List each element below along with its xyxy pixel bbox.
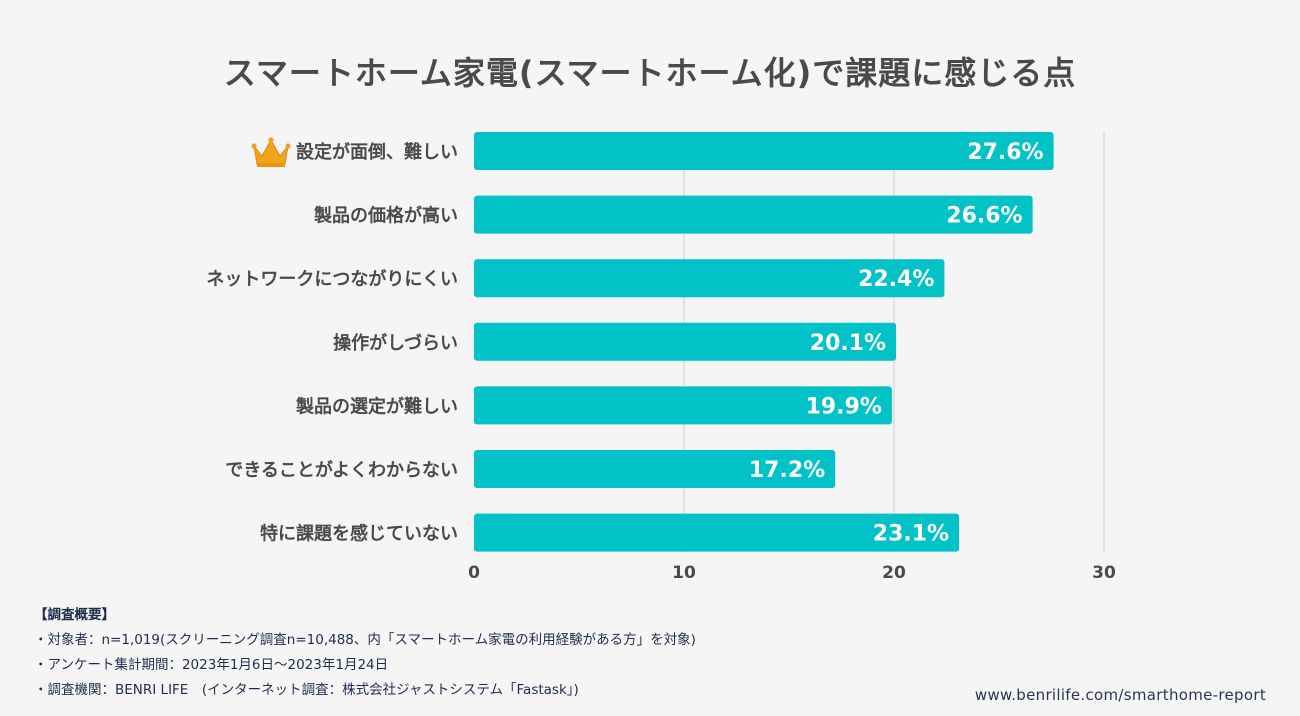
- value-label: 23.1%: [873, 522, 949, 547]
- category-label: 設定が面倒、難しい: [296, 141, 458, 163]
- value-label: 19.9%: [806, 394, 882, 419]
- value-label: 20.1%: [810, 331, 886, 356]
- notes-line: ・アンケート集計期間：2023年1月6日〜2023年1月24日: [34, 657, 389, 673]
- category-label: 操作がしづらい: [333, 332, 458, 354]
- x-tick-label: 30: [1092, 563, 1116, 583]
- category-label: 製品の価格が高い: [313, 205, 458, 227]
- bar: [474, 450, 836, 488]
- source-url: www.benrilife.com/smarthome-report: [974, 686, 1266, 704]
- survey-notes: 【調査概要】 ・対象者：n=1,019(スクリーニング調査n=10,488、内「…: [34, 603, 696, 703]
- bar: [474, 513, 960, 552]
- category-labels: 設定が面倒、難しい製品の価格が高いネットワークにつながりにくい操作がしづらい製品…: [206, 137, 458, 545]
- x-axis-ticks: 0 10 20 30: [468, 563, 1116, 583]
- x-tick-label: 10: [672, 563, 696, 583]
- bar: [474, 132, 1054, 170]
- x-tick-label: 20: [882, 563, 906, 583]
- bar-chart: 27.6% 26.6% 22.4% 20.1% 19.9% 17.2% 23.1% 設定が面…: [206, 132, 1116, 583]
- x-tick-label: 0: [468, 563, 480, 583]
- bar: [474, 386, 892, 425]
- chart-title: スマートホーム家電(スマートホーム化)で課題に感じる点: [223, 54, 1077, 92]
- category-label: ネットワークにつながりにくい: [206, 268, 458, 290]
- value-label: 26.6%: [946, 204, 1022, 229]
- category-label: できることがよくわからない: [225, 459, 458, 481]
- notes-heading: 【調査概要】: [34, 607, 115, 623]
- crown-icon: [251, 137, 291, 167]
- value-label: 27.6%: [967, 140, 1043, 165]
- notes-line: ・調査機関：BENRI LIFE (インターネット調査：株式会社ジャストシステム…: [34, 682, 579, 698]
- value-label: 22.4%: [858, 267, 934, 292]
- bars: 27.6% 26.6% 22.4% 20.1% 19.9% 17.2% 23.1%: [474, 132, 1054, 552]
- bar: [474, 259, 945, 298]
- category-label: 特に課題を感じていない: [260, 523, 458, 545]
- bar: [474, 195, 1033, 234]
- category-label: 製品の選定が難しい: [295, 395, 458, 417]
- value-label: 17.2%: [749, 458, 825, 483]
- bar: [474, 322, 897, 361]
- notes-line: ・対象者：n=1,019(スクリーニング調査n=10,488、内「スマートホーム…: [34, 632, 696, 648]
